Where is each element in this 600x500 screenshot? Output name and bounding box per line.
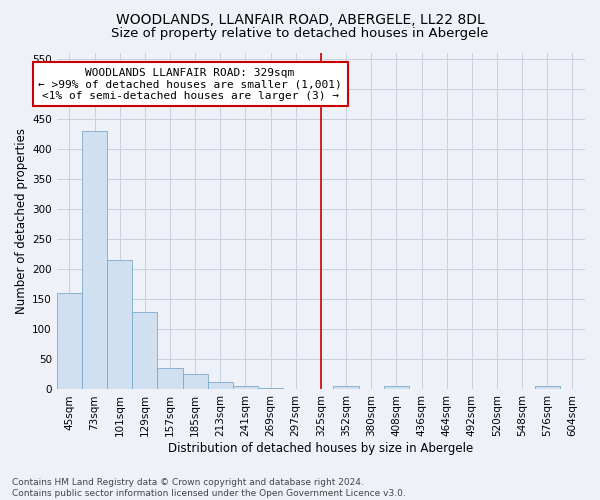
Y-axis label: Number of detached properties: Number of detached properties (15, 128, 28, 314)
Bar (82, 130, 107, 390)
Bar (132, 312, 157, 390)
X-axis label: Distribution of detached houses by size in Abergele: Distribution of detached houses by size … (168, 442, 473, 455)
Bar (535, 386, 560, 390)
Bar (233, 386, 258, 390)
Bar (182, 374, 208, 390)
Text: Contains HM Land Registry data © Crown copyright and database right 2024.
Contai: Contains HM Land Registry data © Crown c… (12, 478, 406, 498)
Text: WOODLANDS, LLANFAIR ROAD, ABERGELE, LL22 8DL: WOODLANDS, LLANFAIR ROAD, ABERGELE, LL22… (116, 12, 484, 26)
Bar (107, 260, 132, 390)
Bar (258, 388, 283, 390)
Text: Size of property relative to detached houses in Abergele: Size of property relative to detached ho… (112, 28, 488, 40)
Text: WOODLANDS LLANFAIR ROAD: 329sqm
← >99% of detached houses are smaller (1,001)
<1: WOODLANDS LLANFAIR ROAD: 329sqm ← >99% o… (38, 68, 342, 100)
Bar (157, 368, 182, 390)
Bar (334, 386, 359, 390)
Bar (57, 293, 82, 390)
Bar (208, 382, 233, 390)
Bar (384, 386, 409, 390)
